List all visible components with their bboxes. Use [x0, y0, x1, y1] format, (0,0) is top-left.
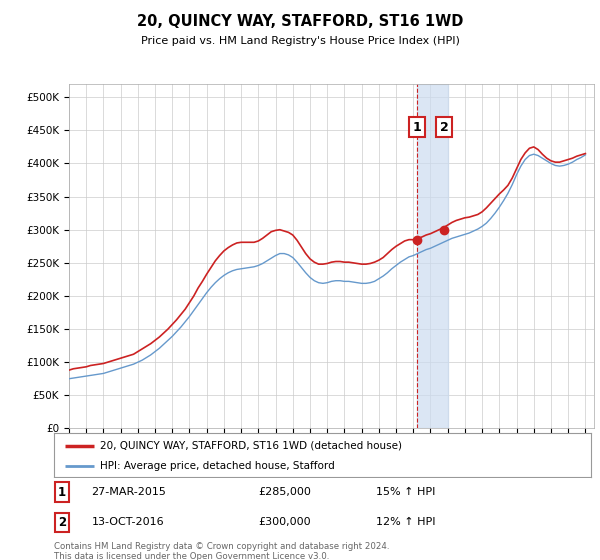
Bar [417, 84, 448, 428]
Text: 1: 1 [58, 486, 66, 498]
Text: 2: 2 [440, 120, 448, 133]
Text: £300,000: £300,000 [258, 517, 311, 528]
Text: 13-OCT-2016: 13-OCT-2016 [92, 517, 164, 528]
Text: 2: 2 [58, 516, 66, 529]
Text: 27-MAR-2015: 27-MAR-2015 [92, 487, 166, 497]
Text: 20, QUINCY WAY, STAFFORD, ST16 1WD: 20, QUINCY WAY, STAFFORD, ST16 1WD [137, 14, 463, 29]
Text: £285,000: £285,000 [258, 487, 311, 497]
Text: Price paid vs. HM Land Registry's House Price Index (HPI): Price paid vs. HM Land Registry's House … [140, 36, 460, 46]
Text: 1: 1 [413, 120, 422, 133]
Text: HPI: Average price, detached house, Stafford: HPI: Average price, detached house, Staf… [100, 461, 334, 471]
Text: 20, QUINCY WAY, STAFFORD, ST16 1WD (detached house): 20, QUINCY WAY, STAFFORD, ST16 1WD (deta… [100, 441, 401, 451]
Text: 15% ↑ HPI: 15% ↑ HPI [376, 487, 436, 497]
Text: Contains HM Land Registry data © Crown copyright and database right 2024.
This d: Contains HM Land Registry data © Crown c… [54, 542, 389, 560]
Text: 12% ↑ HPI: 12% ↑ HPI [376, 517, 436, 528]
